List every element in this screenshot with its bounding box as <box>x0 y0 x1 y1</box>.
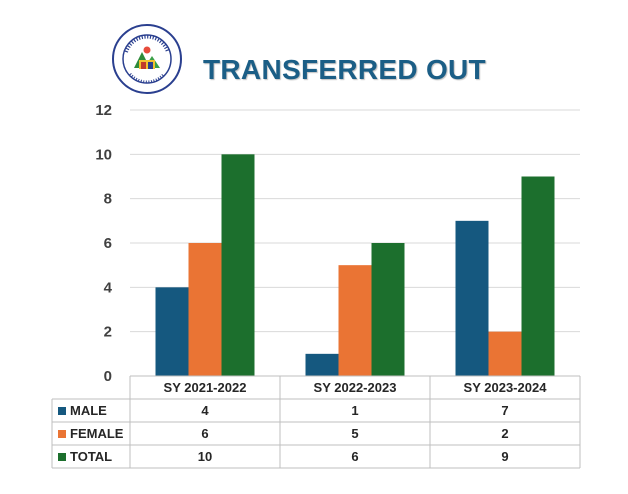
y-tick-label: 8 <box>104 191 112 208</box>
category-label: SY 2021-2022 <box>164 380 247 395</box>
y-tick-label: 4 <box>104 279 113 296</box>
table-cell: 6 <box>201 426 208 441</box>
table-cell: 9 <box>501 449 508 464</box>
table-cell: 1 <box>351 403 358 418</box>
bar-female <box>338 265 372 376</box>
school-logo <box>112 24 182 94</box>
bar-female <box>488 331 522 376</box>
data-table: SY 2021-2022 SY 2022-2023 SY 2023-2024 MALE… <box>51 375 581 469</box>
y-tick-label: 12 <box>95 102 112 119</box>
legend-key-female <box>58 430 66 438</box>
series-label: FEMALE <box>70 426 124 441</box>
bars <box>155 154 555 376</box>
series-label: MALE <box>70 403 107 418</box>
bar-female <box>188 243 222 376</box>
series-label: TOTAL <box>70 449 112 464</box>
bar-male <box>155 287 189 376</box>
table-cell: 2 <box>501 426 508 441</box>
table-cell: 6 <box>351 449 358 464</box>
legend-key-total <box>58 453 66 461</box>
y-tick-label: 0 <box>104 368 112 385</box>
bar-total <box>221 154 255 376</box>
category-label: SY 2022-2023 <box>314 380 397 395</box>
table-cell: 7 <box>501 403 508 418</box>
chart-title: TRANSFERRED OUT <box>203 54 486 85</box>
y-tick-label: 10 <box>95 146 112 163</box>
table-cell: 10 <box>198 449 212 464</box>
bar-male <box>305 353 339 376</box>
table-cell: 5 <box>351 426 358 441</box>
table-cell: 4 <box>201 403 209 418</box>
y-axis: 0 2 4 6 8 10 12 <box>95 102 112 385</box>
y-tick-label: 6 <box>104 235 112 252</box>
category-label: SY 2023-2024 <box>464 380 548 395</box>
bar-male <box>455 220 489 376</box>
y-tick-label: 2 <box>104 324 112 341</box>
bar-total <box>521 176 555 376</box>
bar-total <box>371 243 405 376</box>
legend-key-male <box>58 407 66 415</box>
